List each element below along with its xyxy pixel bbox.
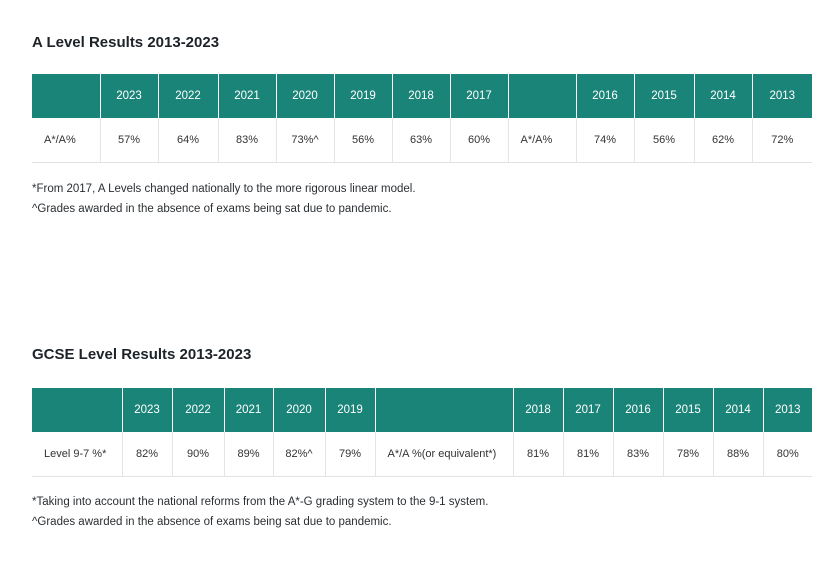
result-cell: 83% — [613, 432, 664, 477]
a-level-title: A Level Results 2013-2023 — [32, 34, 220, 51]
header-cell: 2016 — [613, 388, 664, 432]
header-cell: 2017 — [563, 388, 614, 432]
header-cell: 2016 — [576, 74, 635, 118]
footnote: ^Grades awarded in the absence of exams … — [32, 203, 392, 215]
header-cell: 2022 — [158, 74, 219, 118]
row-label: A*/A %(or equivalent*) — [375, 432, 514, 477]
a-level-results-table: 2023 2022 2021 2020 2019 2018 2017 2016 … — [32, 74, 812, 163]
footnote: ^Grades awarded in the absence of exams … — [32, 516, 392, 528]
a-level-footnotes: *From 2017, A Levels changed nationally … — [32, 179, 416, 219]
gcse-data-row: Level 9-7 %* 82% 90% 89% 82%^ 79% A*/A %… — [32, 432, 812, 477]
result-cell: 80% — [763, 432, 812, 477]
result-cell: 78% — [663, 432, 714, 477]
header-cell: 2023 — [122, 388, 173, 432]
header-cell — [32, 74, 101, 118]
gcse-header-row: 2023 2022 2021 2020 2019 2018 2017 2016 … — [32, 388, 812, 432]
result-cell: 74% — [576, 118, 635, 163]
header-cell: 2020 — [276, 74, 335, 118]
result-cell: 56% — [334, 118, 393, 163]
footnote: *Taking into account the national reform… — [32, 496, 489, 508]
result-cell: 83% — [218, 118, 277, 163]
header-cell: 2014 — [694, 74, 753, 118]
row-label: Level 9-7 %* — [32, 432, 123, 477]
result-cell: 81% — [513, 432, 564, 477]
result-cell: 56% — [634, 118, 695, 163]
header-cell: 2015 — [663, 388, 714, 432]
a-level-data-row: A*/A% 57% 64% 83% 73%^ 56% 63% 60% A*/A%… — [32, 118, 812, 163]
result-cell: 82%^ — [273, 432, 326, 477]
header-cell: 2018 — [392, 74, 451, 118]
result-cell: 63% — [392, 118, 451, 163]
gcse-results-table: 2023 2022 2021 2020 2019 2018 2017 2016 … — [32, 388, 812, 477]
result-cell: 60% — [450, 118, 509, 163]
result-cell: 88% — [713, 432, 764, 477]
row-label: A*/A% — [32, 118, 101, 163]
header-cell: 2020 — [273, 388, 326, 432]
header-cell: 2017 — [450, 74, 509, 118]
result-cell: 81% — [563, 432, 614, 477]
result-cell: 82% — [122, 432, 173, 477]
header-cell: 2013 — [763, 388, 812, 432]
header-cell — [375, 388, 514, 432]
header-cell: 2018 — [513, 388, 564, 432]
header-cell — [32, 388, 123, 432]
result-cell: 57% — [100, 118, 159, 163]
header-cell: 2021 — [218, 74, 277, 118]
result-cell: 89% — [224, 432, 274, 477]
a-level-header-row: 2023 2022 2021 2020 2019 2018 2017 2016 … — [32, 74, 812, 118]
header-cell: 2019 — [334, 74, 393, 118]
header-cell: 2014 — [713, 388, 764, 432]
gcse-title: GCSE Level Results 2013-2023 — [32, 346, 252, 363]
header-cell: 2021 — [224, 388, 274, 432]
header-cell: 2019 — [325, 388, 376, 432]
header-cell — [508, 74, 577, 118]
footnote: *From 2017, A Levels changed nationally … — [32, 183, 416, 195]
result-cell: 79% — [325, 432, 376, 477]
result-cell: 73%^ — [276, 118, 335, 163]
header-cell: 2015 — [634, 74, 695, 118]
header-cell: 2023 — [100, 74, 159, 118]
header-cell: 2013 — [752, 74, 812, 118]
result-cell: 90% — [172, 432, 225, 477]
header-cell: 2022 — [172, 388, 225, 432]
result-cell: 62% — [694, 118, 753, 163]
row-label: A*/A% — [508, 118, 577, 163]
result-cell: 72% — [752, 118, 812, 163]
gcse-footnotes: *Taking into account the national reform… — [32, 492, 488, 532]
result-cell: 64% — [158, 118, 219, 163]
